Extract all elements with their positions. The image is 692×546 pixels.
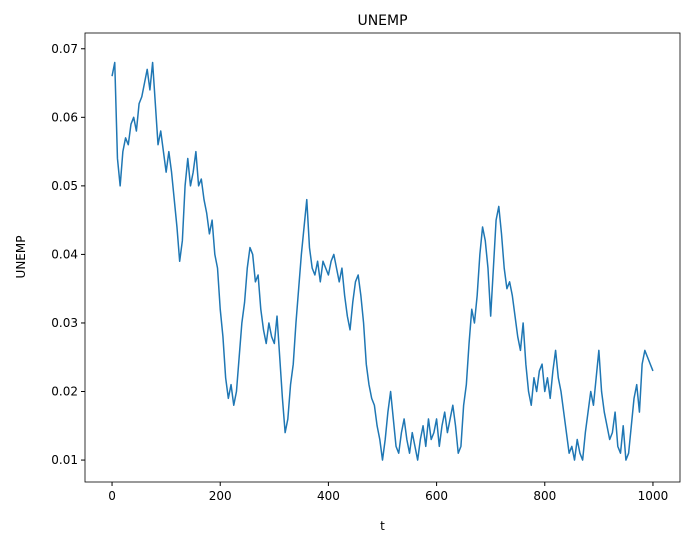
y-tick-label: 0.05 [51, 179, 78, 193]
x-tick-label: 1000 [638, 489, 669, 503]
x-tick-label: 0 [108, 489, 116, 503]
y-tick-label: 0.03 [51, 316, 78, 330]
chart-title: UNEMP [357, 13, 407, 29]
y-tick-label: 0.06 [51, 110, 78, 124]
y-tick-label: 0.02 [51, 385, 78, 399]
y-tick-label: 0.01 [51, 453, 78, 467]
y-tick-label: 0.07 [51, 42, 78, 56]
plot-frame [84, 32, 681, 483]
y-axis-label: UNEMP [14, 236, 28, 279]
x-tick-label: 200 [209, 489, 232, 503]
x-tick-label: 600 [425, 489, 448, 503]
line [111, 61, 654, 461]
x-tick-label: 800 [533, 489, 556, 503]
x-tick-label: 400 [317, 489, 340, 503]
x-axis-label: t [380, 519, 385, 533]
y-tick-label: 0.04 [51, 247, 78, 261]
